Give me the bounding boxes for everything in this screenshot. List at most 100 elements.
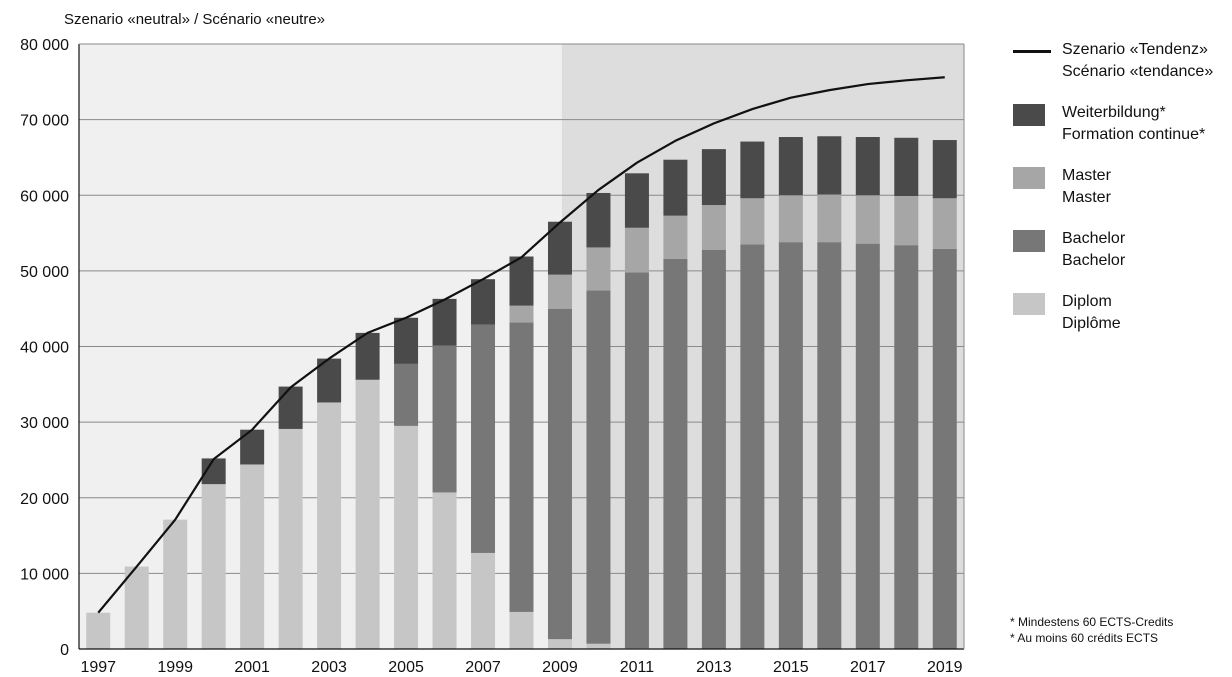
bar-segment (201, 484, 226, 649)
y-tick-label: 50 000 (20, 264, 69, 281)
x-tick-label: 1997 (80, 659, 116, 676)
bar-segment (355, 332, 380, 380)
bar-segment (624, 272, 649, 649)
bar-segment (509, 305, 534, 323)
bar-segment (740, 244, 765, 649)
bar-segment (586, 643, 611, 649)
bar-segment (547, 274, 572, 309)
y-tick-label: 0 (60, 642, 69, 659)
x-tick-label: 2009 (542, 659, 578, 676)
legend-item-master: Master Master (1010, 165, 1232, 217)
y-tick-label: 60 000 (20, 188, 69, 205)
bar-segment (663, 258, 688, 649)
y-tick-label: 80 000 (20, 37, 69, 54)
bar-segment (894, 137, 919, 197)
bar-segment (778, 195, 803, 243)
bar-segment (471, 324, 496, 553)
bar-segment (240, 429, 265, 465)
x-tick-label: 2005 (388, 659, 424, 676)
x-tick-label: 1999 (157, 659, 193, 676)
x-tick-label: 2017 (850, 659, 886, 676)
bar-segment (355, 379, 380, 649)
bar-segment (817, 194, 842, 243)
y-tick-label: 20 000 (20, 491, 69, 508)
bar-segment (240, 464, 265, 649)
y-tick-label: 40 000 (20, 340, 69, 357)
bar-segment (817, 242, 842, 649)
legend-label-weiterbildung: Weiterbildung* Formation continue* (1062, 104, 1206, 143)
legend-item-tendenz: Szenario «Tendenz» Scénario «tendance» (1010, 39, 1232, 93)
bar-segment (432, 298, 457, 346)
bar-segment (432, 345, 457, 493)
bar-segment (624, 173, 649, 228)
bar-segment (471, 552, 496, 649)
bar-segment (394, 317, 419, 364)
bar-segment (855, 137, 880, 196)
legend-label-bachelor: Bachelor Bachelor (1062, 230, 1126, 269)
bar-segment (509, 322, 534, 612)
x-tick-label: 2011 (620, 659, 655, 676)
y-tick-label: 70 000 (20, 113, 69, 130)
bar-segment (163, 519, 188, 649)
bar-segment (894, 245, 919, 649)
bar-segment (855, 195, 880, 244)
bar-segment (778, 137, 803, 196)
legend-item-weiterbildung: Weiterbildung* Formation continue* (1010, 102, 1232, 154)
x-tick-label: 2007 (465, 659, 501, 676)
bar-segment (317, 402, 342, 649)
legend-label-diplom: Diplom Diplôme (1062, 293, 1121, 332)
bar-segment (740, 198, 765, 245)
x-tick-label: 2013 (696, 659, 732, 676)
bar-segment (586, 247, 611, 291)
bar-segment (817, 136, 842, 195)
bar-segment (509, 611, 534, 649)
bar-segment (509, 256, 534, 306)
legend-item-diplom: Diplom Diplôme (1010, 291, 1232, 343)
y-tick-label: 10 000 (20, 566, 69, 583)
legend-item-bachelor: Bachelor Bachelor (1010, 228, 1232, 280)
legend-label-master: Master Master (1062, 167, 1111, 206)
legend-swatch-bachelor (1013, 230, 1045, 252)
legend: Szenario «Tendenz» Scénario «tendance» W… (1010, 39, 1232, 354)
bar-segment (778, 242, 803, 649)
bar-segment (663, 215, 688, 259)
bar-segment (932, 248, 957, 649)
bar-segment (394, 363, 419, 426)
bar-segment (586, 192, 611, 248)
bar-segment (701, 249, 726, 649)
bar-segment (471, 279, 496, 325)
legend-swatch-weiterbildung (1013, 104, 1045, 126)
footnote-fr: * Au moins 60 crédits ECTS (1010, 631, 1159, 645)
bar-segment (547, 308, 572, 640)
footnote-de: * Mindestens 60 ECTS-Credits (1010, 615, 1174, 629)
bar-segment (701, 205, 726, 250)
x-tick-label: 2019 (927, 659, 963, 676)
x-tick-label: 2003 (311, 659, 347, 676)
bar-segment (855, 243, 880, 649)
bar-segment (701, 149, 726, 206)
bar-segment (124, 566, 149, 649)
y-tick-label: 30 000 (20, 415, 69, 432)
bar-segment (586, 290, 611, 644)
legend-label-tendenz: Szenario «Tendenz» Scénario «tendance» (1062, 41, 1214, 80)
bar-segment (932, 140, 957, 199)
bar-segment (278, 386, 303, 429)
trend-line (97, 76, 945, 614)
x-tick-label: 2015 (773, 659, 809, 676)
bar-segment (932, 198, 957, 249)
legend-line-swatch (1013, 50, 1051, 53)
bar-segment (547, 639, 572, 649)
x-tick-label: 2001 (234, 659, 270, 676)
legend-swatch-diplom (1013, 293, 1045, 315)
bar-segment (432, 492, 457, 649)
bar-segment (894, 196, 919, 246)
bar-segment (394, 425, 419, 649)
bar-segment (663, 159, 688, 216)
bar-segment (740, 141, 765, 199)
legend-swatch-master (1013, 167, 1045, 189)
chart-subtitle: Szenario «neutral» / Scénario «neutre» (64, 11, 325, 28)
bar-segment (278, 428, 303, 649)
bar-segment (624, 227, 649, 273)
bar-segment (86, 612, 111, 649)
